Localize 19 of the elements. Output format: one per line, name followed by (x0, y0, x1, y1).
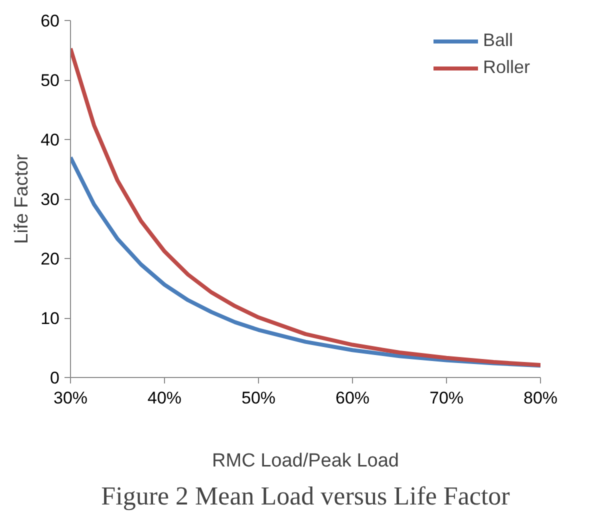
x-tick-label: 40% (147, 388, 182, 408)
x-axis-title: RMC Load/Peak Load (212, 450, 399, 472)
y-tick-label: 40 (40, 130, 60, 150)
caption: Figure 2 Mean Load versus Life Factor (101, 482, 510, 510)
y-tick-label: 50 (40, 71, 60, 90)
y-tick-label: 0 (50, 368, 60, 388)
x-tick-label: 60% (335, 388, 370, 408)
line-series (70, 46, 540, 368)
y-tick-label: 60 (40, 12, 60, 30)
x-tick-label: 30% (53, 388, 88, 408)
y-tick-label: 10 (40, 309, 60, 328)
y-tick-label: 20 (40, 250, 60, 268)
y-axis-title: Life Factor (12, 153, 33, 244)
legend-label: Roller (482, 57, 530, 78)
x-tick-label: 50% (241, 388, 276, 408)
x-tick-label: 70% (429, 388, 464, 408)
y-tick-label: 30 (40, 190, 60, 209)
legend-label: Ball (482, 30, 513, 51)
x-tick-label: 80% (523, 388, 558, 408)
